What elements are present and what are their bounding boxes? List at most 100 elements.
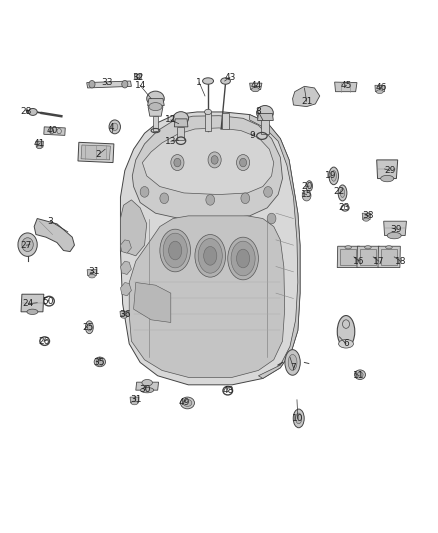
Text: 17: 17 <box>373 257 385 265</box>
Text: 1: 1 <box>196 78 202 87</box>
Text: 20: 20 <box>301 182 312 191</box>
Circle shape <box>89 80 95 88</box>
Polygon shape <box>357 246 379 268</box>
Ellipse shape <box>147 91 164 106</box>
Ellipse shape <box>163 233 187 268</box>
Ellipse shape <box>337 316 355 348</box>
Polygon shape <box>250 115 300 378</box>
Polygon shape <box>120 200 147 256</box>
Polygon shape <box>120 240 131 253</box>
Ellipse shape <box>231 241 255 276</box>
Text: 45: 45 <box>340 81 352 90</box>
Ellipse shape <box>329 167 339 185</box>
Bar <box>261 120 269 134</box>
Text: 23: 23 <box>338 204 350 212</box>
Polygon shape <box>375 85 385 92</box>
Text: 46: 46 <box>375 84 387 92</box>
Text: 6: 6 <box>343 340 349 348</box>
Text: 41: 41 <box>34 140 45 148</box>
Ellipse shape <box>345 246 352 249</box>
Ellipse shape <box>385 246 392 249</box>
Text: 30: 30 <box>139 385 150 393</box>
Circle shape <box>160 193 169 204</box>
Ellipse shape <box>121 315 127 318</box>
Circle shape <box>267 213 276 224</box>
Text: 4: 4 <box>109 124 114 132</box>
Ellipse shape <box>387 232 401 239</box>
Polygon shape <box>384 221 406 236</box>
Circle shape <box>240 158 247 167</box>
Text: 13: 13 <box>165 137 177 146</box>
Text: 32: 32 <box>132 73 144 82</box>
Ellipse shape <box>202 78 213 84</box>
Polygon shape <box>337 246 360 268</box>
Polygon shape <box>21 294 44 312</box>
Circle shape <box>211 156 218 164</box>
Polygon shape <box>87 81 131 88</box>
Polygon shape <box>129 216 285 377</box>
Polygon shape <box>174 119 188 127</box>
Ellipse shape <box>183 400 192 406</box>
Polygon shape <box>148 107 163 116</box>
Polygon shape <box>142 128 274 195</box>
Text: 8: 8 <box>255 108 261 116</box>
Ellipse shape <box>28 109 37 116</box>
Polygon shape <box>120 112 300 385</box>
Ellipse shape <box>285 350 300 375</box>
Polygon shape <box>36 141 43 147</box>
Text: 19: 19 <box>325 172 336 180</box>
Polygon shape <box>120 282 131 296</box>
Ellipse shape <box>331 171 336 181</box>
Polygon shape <box>148 99 164 106</box>
Ellipse shape <box>338 185 347 201</box>
Text: 26: 26 <box>38 337 49 345</box>
Ellipse shape <box>306 181 313 191</box>
Circle shape <box>18 233 37 256</box>
Polygon shape <box>120 311 128 317</box>
Ellipse shape <box>180 397 194 409</box>
Ellipse shape <box>237 249 250 268</box>
Ellipse shape <box>204 246 217 265</box>
Text: 40: 40 <box>47 126 58 135</box>
Text: 2: 2 <box>96 150 101 159</box>
Ellipse shape <box>381 175 394 182</box>
Polygon shape <box>377 160 398 179</box>
Bar <box>177 127 184 140</box>
Text: 38: 38 <box>362 212 374 220</box>
Polygon shape <box>87 270 97 276</box>
Bar <box>153 116 158 131</box>
Polygon shape <box>44 127 65 135</box>
Circle shape <box>140 187 149 197</box>
Text: 31: 31 <box>130 395 141 404</box>
Text: 12: 12 <box>165 116 177 124</box>
Text: 25: 25 <box>82 324 93 332</box>
Ellipse shape <box>160 229 191 272</box>
Polygon shape <box>78 142 114 163</box>
Text: 28: 28 <box>21 108 32 116</box>
Circle shape <box>22 238 33 252</box>
Ellipse shape <box>228 237 258 280</box>
Polygon shape <box>134 282 171 322</box>
Text: 27: 27 <box>21 241 32 249</box>
Bar <box>205 112 211 131</box>
Text: 18: 18 <box>395 257 406 265</box>
Text: 29: 29 <box>384 166 396 175</box>
Text: 35: 35 <box>93 358 104 367</box>
Ellipse shape <box>221 78 230 84</box>
Ellipse shape <box>363 218 369 221</box>
Polygon shape <box>136 382 159 390</box>
Ellipse shape <box>257 106 273 120</box>
Ellipse shape <box>149 102 162 110</box>
Circle shape <box>96 358 103 366</box>
Text: 49: 49 <box>178 398 190 407</box>
Circle shape <box>174 158 181 167</box>
Text: 43: 43 <box>224 73 236 82</box>
Ellipse shape <box>376 90 383 94</box>
Text: 16: 16 <box>353 257 365 265</box>
Polygon shape <box>378 246 400 268</box>
Ellipse shape <box>251 87 259 92</box>
Text: 9: 9 <box>249 132 255 140</box>
Circle shape <box>171 155 184 171</box>
Polygon shape <box>293 86 320 107</box>
Ellipse shape <box>198 239 222 273</box>
